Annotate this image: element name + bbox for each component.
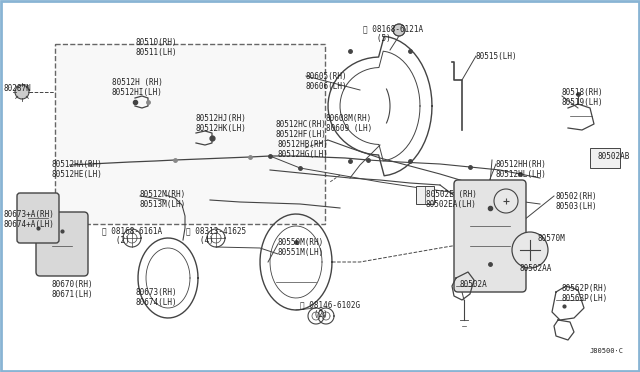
Text: 80502(RH)
80503(LH): 80502(RH) 80503(LH) (556, 192, 598, 211)
Text: Ⓑ 08168-6121A
   (5): Ⓑ 08168-6121A (5) (363, 24, 423, 44)
Bar (416, 186, 434, 204)
Text: 80510(RH)
80511(LH): 80510(RH) 80511(LH) (136, 38, 178, 57)
Circle shape (512, 232, 548, 268)
Text: 80562P(RH)
80563P(LH): 80562P(RH) 80563P(LH) (562, 284, 608, 304)
Text: 80673+A(RH)
80674+A(LH): 80673+A(RH) 80674+A(LH) (4, 210, 55, 230)
Text: 80512HA(RH)
80512HE(LH): 80512HA(RH) 80512HE(LH) (52, 160, 103, 179)
Text: 80287N: 80287N (4, 84, 32, 93)
Text: 80570M: 80570M (538, 234, 566, 243)
Bar (590, 148, 620, 168)
Text: 80502AB: 80502AB (598, 152, 630, 161)
Text: 80512HB(RH)
80512HG(LH): 80512HB(RH) 80512HG(LH) (278, 140, 329, 159)
Text: 80512M(RH)
80513M(LH): 80512M(RH) 80513M(LH) (140, 190, 186, 209)
Text: 80518(RH)
80519(LH): 80518(RH) 80519(LH) (562, 88, 604, 108)
Text: Ⓢ 08168-6161A
   (2): Ⓢ 08168-6161A (2) (102, 226, 162, 246)
FancyBboxPatch shape (454, 180, 526, 292)
Circle shape (393, 24, 405, 36)
Circle shape (494, 189, 518, 213)
Text: 80605(RH)
80606(LH): 80605(RH) 80606(LH) (306, 72, 348, 92)
Text: 80512HH(RH)
80512HL(LH): 80512HH(RH) 80512HL(LH) (496, 160, 547, 179)
Text: 80608M(RH)
80609 (LH): 80608M(RH) 80609 (LH) (326, 114, 372, 134)
Text: 80512H (RH)
80512HI(LH): 80512H (RH) 80512HI(LH) (112, 78, 163, 97)
Text: J80500·C: J80500·C (590, 348, 624, 354)
Text: 80515(LH): 80515(LH) (476, 52, 518, 61)
Text: 80670(RH)
80671(LH): 80670(RH) 80671(LH) (52, 280, 93, 299)
FancyBboxPatch shape (17, 193, 59, 243)
Text: Ⓢ 08313-41625
   (4): Ⓢ 08313-41625 (4) (186, 226, 246, 246)
Bar (55, 44, 325, 224)
FancyBboxPatch shape (36, 212, 88, 276)
Text: 80550M(RH)
80551M(LH): 80550M(RH) 80551M(LH) (278, 238, 324, 257)
Text: 80502AA: 80502AA (520, 264, 552, 273)
Text: 80512HJ(RH)
80512HK(LH): 80512HJ(RH) 80512HK(LH) (196, 114, 247, 134)
Text: Ⓑ 08146-6102G
   (2): Ⓑ 08146-6102G (2) (300, 300, 360, 320)
Text: 80512HC(RH)
80512HF(LH): 80512HC(RH) 80512HF(LH) (276, 120, 327, 140)
Circle shape (15, 85, 29, 99)
Text: 80502A: 80502A (460, 280, 488, 289)
Text: 80673(RH)
80674(LH): 80673(RH) 80674(LH) (136, 288, 178, 307)
Text: 80502E (RH)
80502EA(LH): 80502E (RH) 80502EA(LH) (426, 190, 477, 209)
